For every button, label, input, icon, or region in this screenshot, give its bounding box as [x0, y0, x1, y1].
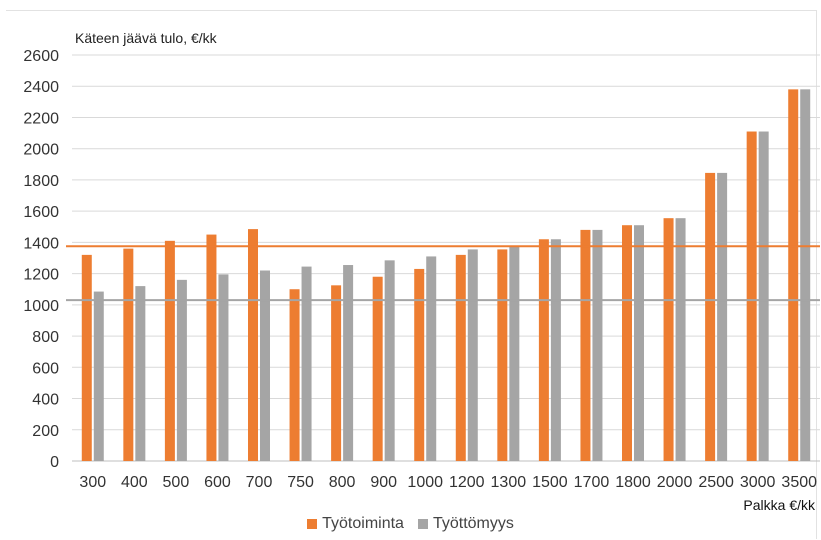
legend-swatch-tyotoiminta — [307, 519, 318, 529]
x-tick-label-1800: 1800 — [615, 474, 651, 491]
x-tick-label-750: 750 — [287, 474, 314, 491]
bar-tyotoiminta-700 — [248, 229, 258, 461]
bar-tyotoiminta-1500 — [538, 239, 549, 461]
bar-tyotoiminta-2000 — [663, 218, 674, 461]
bar-tyottomyys-800 — [343, 265, 354, 461]
legend-label-tyotoiminta: Työtoiminta — [322, 515, 404, 532]
bar-tyottomyys-3500 — [800, 89, 811, 461]
bar-tyottomyys-500 — [176, 279, 187, 461]
x-tick-label-3000: 3000 — [740, 474, 776, 491]
bar-tyotoiminta-1200 — [455, 254, 466, 461]
y-tick-label-1600: 1600 — [23, 204, 59, 221]
bar-tyottomyys-900 — [384, 260, 395, 461]
bar-tyotoiminta-1800 — [622, 225, 632, 461]
x-tick-label-900: 900 — [370, 474, 397, 491]
x-tick-label-2500: 2500 — [698, 474, 734, 491]
bar-tyotoiminta-400 — [123, 248, 134, 461]
bar-tyottomyys-1700 — [592, 229, 603, 461]
x-tick-label-800: 800 — [329, 474, 356, 491]
bar-tyotoiminta-300 — [81, 254, 92, 461]
bar-tyottomyys-1800 — [634, 225, 644, 461]
y-tick-label-800: 800 — [32, 329, 59, 346]
bar-tyottomyys-1300 — [509, 246, 520, 461]
x-tick-label-1200: 1200 — [449, 474, 485, 491]
legend-swatch-tyottomyys — [417, 519, 428, 529]
x-tick-label-500: 500 — [163, 474, 190, 491]
y-tick-label-600: 600 — [32, 360, 59, 377]
bar-tyottomyys-300 — [93, 291, 104, 461]
legend-label-tyottomyys: Työttömyys — [432, 515, 514, 532]
y-tick-label-400: 400 — [32, 392, 59, 409]
bar-tyotoiminta-800 — [331, 285, 342, 461]
x-tick-label-300: 300 — [79, 474, 106, 491]
bar-tyottomyys-700 — [260, 270, 270, 461]
bar-tyottomyys-1200 — [467, 249, 478, 461]
bar-tyotoiminta-3000 — [746, 131, 757, 461]
y-tick-label-0: 0 — [50, 454, 59, 471]
x-tick-label-400: 400 — [121, 474, 148, 491]
bar-tyottomyys-3000 — [758, 131, 769, 461]
x-tick-label-3500: 3500 — [781, 474, 817, 491]
frame-border — [6, 10, 817, 539]
x-tick-label-1000: 1000 — [407, 474, 443, 491]
bar-tyotoiminta-1700 — [580, 229, 591, 461]
bar-tyottomyys-2500 — [717, 172, 728, 461]
y-tick-label-2200: 2200 — [23, 110, 59, 127]
x-tick-label-1300: 1300 — [491, 474, 527, 491]
bar-tyotoiminta-900 — [372, 276, 383, 461]
bar-tyotoiminta-2500 — [705, 172, 716, 461]
bar-tyotoiminta-3500 — [788, 89, 799, 461]
y-tick-label-1000: 1000 — [23, 298, 59, 315]
x-tick-label-1700: 1700 — [574, 474, 610, 491]
bar-tyottomyys-1500 — [550, 239, 561, 461]
y-axis-title: Käteen jäävä tulo, €/kk — [75, 30, 217, 46]
bar-tyottomyys-600 — [218, 274, 229, 461]
y-tick-label-1800: 1800 — [23, 173, 59, 190]
y-tick-label-1400: 1400 — [23, 235, 59, 252]
bar-tyotoiminta-750 — [289, 289, 300, 461]
x-tick-label-600: 600 — [204, 474, 231, 491]
x-tick-label-1500: 1500 — [532, 474, 568, 491]
x-tick-label-700: 700 — [246, 474, 273, 491]
y-tick-label-200: 200 — [32, 423, 59, 440]
bar-tyottomyys-750 — [301, 266, 312, 461]
bar-tyotoiminta-1300 — [497, 249, 508, 461]
x-axis-title: Palkka €/kk — [743, 497, 815, 513]
bar-tyottomyys-1000 — [426, 256, 437, 461]
x-tick-label-2000: 2000 — [657, 474, 693, 491]
y-tick-label-2000: 2000 — [23, 142, 59, 159]
bar-tyottomyys-2000 — [675, 218, 686, 461]
legend-item-tyottomyys: Työttömyys — [417, 515, 514, 533]
legend-item-tyotoiminta: Työtoiminta — [307, 515, 404, 533]
bar-tyottomyys-400 — [135, 286, 146, 461]
y-tick-label-2400: 2400 — [23, 79, 59, 96]
bar-tyotoiminta-600 — [206, 234, 217, 461]
legend: Työtoiminta Työttömyys — [0, 515, 821, 533]
y-tick-label-1200: 1200 — [23, 267, 59, 284]
y-tick-label-2600: 2600 — [23, 48, 59, 65]
bar-tyotoiminta-500 — [164, 240, 175, 461]
bar-tyotoiminta-1000 — [414, 268, 425, 461]
